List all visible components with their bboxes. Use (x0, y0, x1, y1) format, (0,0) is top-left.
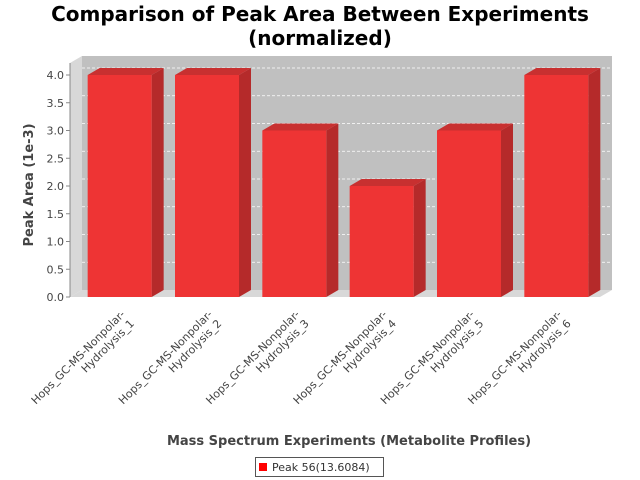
bar-side (326, 123, 339, 297)
bar-top (87, 68, 164, 75)
bar-side (501, 123, 513, 297)
bar-face (437, 130, 501, 297)
legend-label: Peak 56(13.6084) (272, 460, 370, 474)
bar (349, 179, 426, 297)
bar-top (349, 179, 426, 186)
bar (262, 123, 339, 297)
bar-face (87, 75, 152, 297)
bars (87, 68, 601, 297)
bar-side (413, 179, 426, 297)
y-tick-label: 1.5 (47, 208, 65, 221)
bar-face (262, 130, 327, 297)
legend: Peak 56(13.6084) (255, 457, 384, 477)
bar-top (437, 123, 513, 131)
y-tick-label: 4.0 (47, 69, 65, 82)
chart-title-line-1: Comparison of Peak Area Between Experime… (51, 2, 589, 26)
bar (175, 68, 251, 297)
x-tick-label-line: Hops_GC-MS-Nonpolar- (29, 308, 128, 407)
bar (437, 123, 513, 297)
plot-back-wall (82, 56, 612, 290)
y-tick-label: 1.0 (47, 236, 65, 249)
y-tick-label: 2.0 (47, 180, 65, 193)
bar-face (175, 75, 239, 297)
x-axis-label: Mass Spectrum Experiments (Metabolite Pr… (167, 434, 531, 449)
axes: 0.0 0.5 1.0 1.5 2.0 2.5 3.0 3.5 4.0 (47, 63, 71, 304)
legend-swatch (259, 463, 267, 471)
chart-title: Comparison of Peak Area Between Experime… (0, 2, 640, 50)
chart-title-line-2: (normalized) (248, 26, 392, 50)
bar (87, 68, 164, 297)
y-tick-label: 3.0 (47, 125, 65, 138)
y-tick-label: 0.0 (47, 291, 65, 304)
gridlines (82, 67, 612, 263)
bar-face (349, 186, 414, 297)
plot-left-wall (70, 56, 82, 297)
x-tick-labels: Hops_GC-MS-Nonpolar-Hydrolysis_1Hops_GC-… (29, 308, 574, 407)
bar (524, 68, 601, 297)
bar-top (175, 68, 251, 75)
y-axis-label: Peak Area (1e-3) (22, 123, 37, 246)
bar-side (151, 68, 164, 297)
bar-side (588, 68, 601, 297)
y-tick-label: 2.5 (47, 152, 65, 165)
bar-face (524, 75, 589, 297)
y-tick-label: 3.5 (47, 97, 65, 110)
bar-top (262, 123, 339, 131)
bar-side (239, 68, 251, 297)
bar-top (524, 68, 601, 75)
y-tick-label: 0.5 (47, 263, 65, 276)
